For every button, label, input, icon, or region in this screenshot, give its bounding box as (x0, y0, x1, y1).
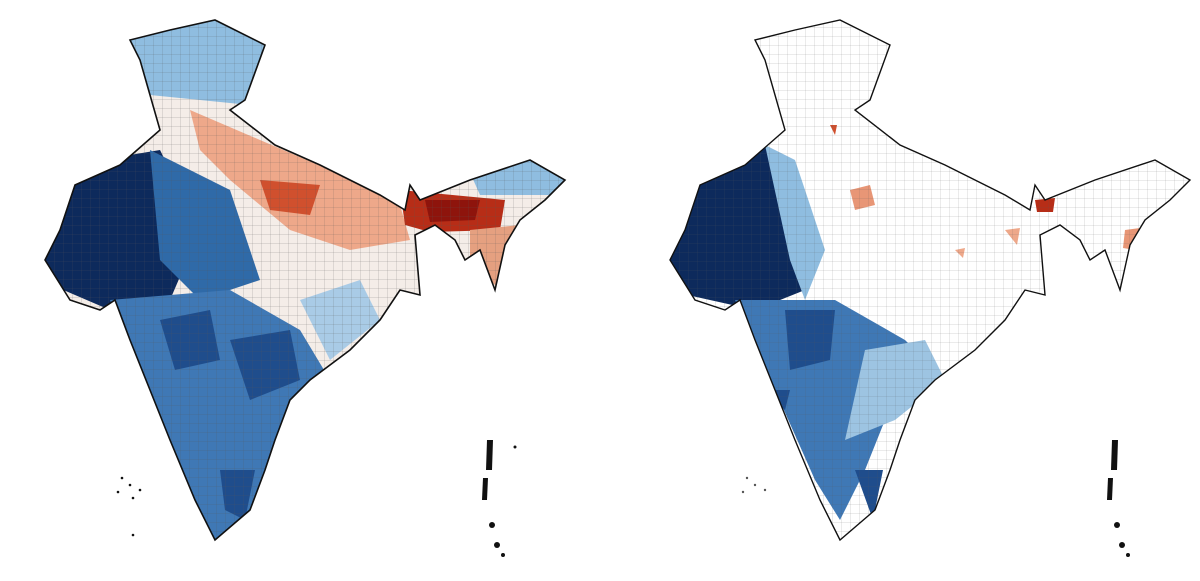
right-map (669, 19, 1191, 557)
andaman-islands (482, 440, 517, 557)
andaman-islands (1107, 440, 1130, 557)
lakshadweep-islands (741, 476, 767, 494)
lakshadweep-islands (116, 476, 142, 537)
